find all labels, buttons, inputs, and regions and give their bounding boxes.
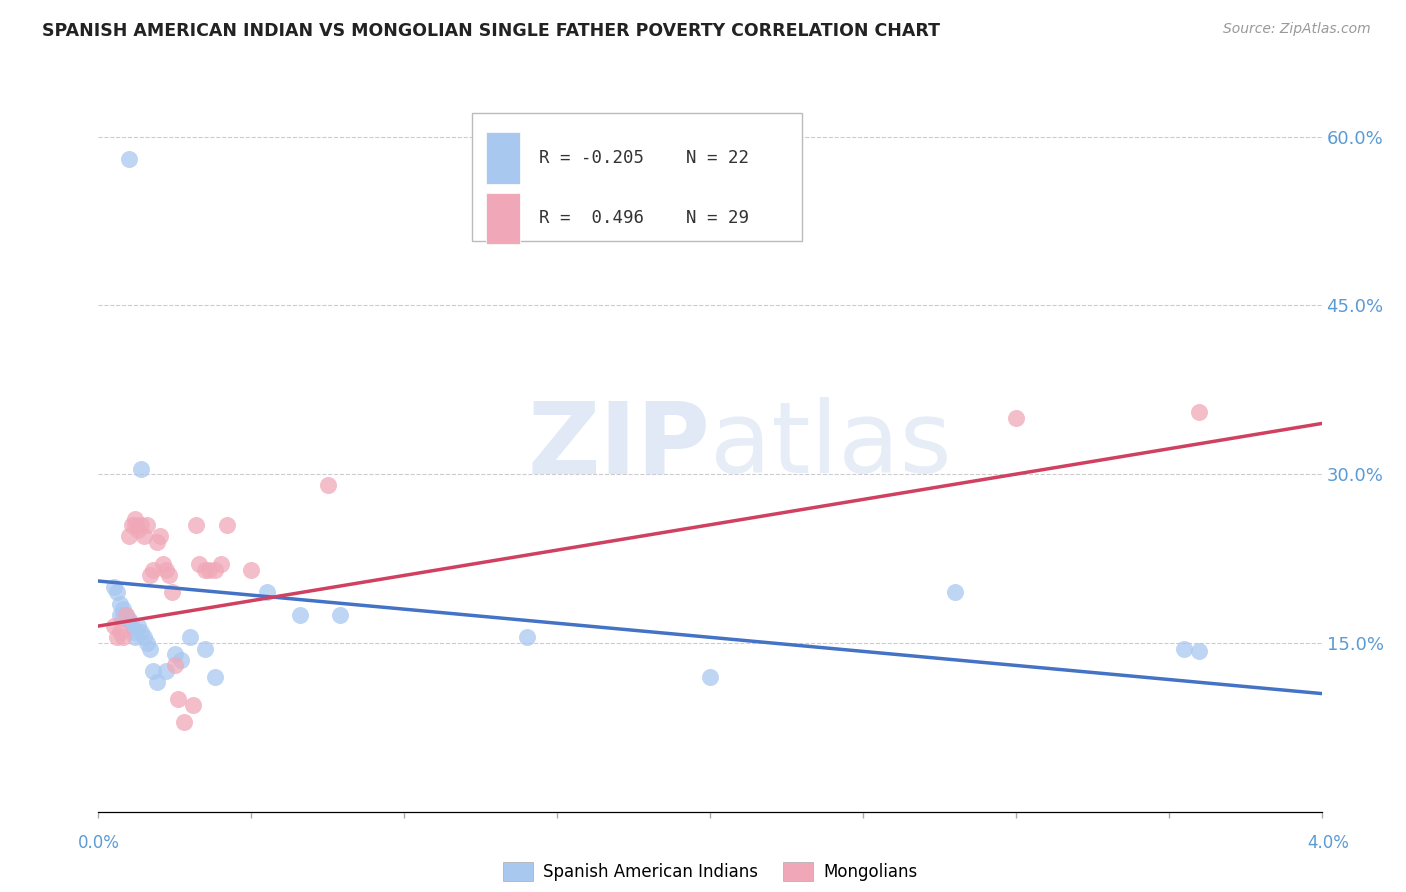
Text: atlas: atlas: [710, 398, 952, 494]
Point: [173, 714, 195, 729]
Point: [197, 563, 219, 577]
Point: [142, 664, 165, 678]
Text: ZIP: ZIP: [527, 398, 710, 494]
Point: [149, 529, 172, 543]
Point: [943, 585, 966, 599]
Point: [139, 568, 162, 582]
Point: [186, 517, 208, 532]
Point: [103, 580, 125, 594]
Point: [108, 607, 131, 622]
Point: [124, 512, 146, 526]
Point: [155, 664, 177, 678]
Point: [129, 517, 152, 532]
Point: [240, 563, 263, 577]
Point: [134, 630, 156, 644]
Point: [145, 534, 167, 549]
Bar: [486, 132, 520, 184]
Point: [157, 568, 180, 582]
Point: [129, 624, 152, 639]
Text: 4.0%: 4.0%: [1308, 834, 1350, 852]
Point: [124, 624, 146, 639]
Point: [316, 478, 339, 492]
Point: [134, 529, 156, 543]
Point: [188, 557, 211, 571]
Point: [105, 585, 128, 599]
Point: [167, 692, 190, 706]
Point: [111, 630, 134, 644]
Point: [181, 698, 204, 712]
Text: SPANISH AMERICAN INDIAN VS MONGOLIAN SINGLE FATHER POVERTY CORRELATION CHART: SPANISH AMERICAN INDIAN VS MONGOLIAN SIN…: [42, 22, 941, 40]
Point: [209, 557, 232, 571]
Text: R =  0.496    N = 29: R = 0.496 N = 29: [538, 209, 749, 227]
Point: [136, 517, 159, 532]
Point: [1188, 644, 1211, 658]
Point: [124, 517, 146, 532]
Bar: [486, 193, 520, 244]
Point: [111, 607, 134, 622]
Point: [152, 557, 174, 571]
Point: [118, 152, 141, 166]
Point: [145, 675, 167, 690]
Point: [136, 636, 159, 650]
Point: [1173, 641, 1195, 656]
Point: [194, 563, 217, 577]
Point: [142, 563, 165, 577]
Point: [121, 517, 143, 532]
Point: [118, 529, 141, 543]
Point: [121, 619, 143, 633]
Point: [139, 641, 162, 656]
Point: [108, 624, 131, 639]
Point: [290, 607, 312, 622]
Point: [163, 658, 186, 673]
Point: [699, 670, 721, 684]
Point: [256, 585, 278, 599]
Point: [103, 619, 125, 633]
Point: [329, 607, 352, 622]
Point: [170, 653, 193, 667]
Point: [127, 524, 149, 538]
Point: [129, 461, 152, 475]
Text: R = -0.205    N = 22: R = -0.205 N = 22: [538, 149, 749, 167]
Point: [124, 630, 146, 644]
Point: [204, 670, 226, 684]
Point: [111, 602, 134, 616]
Point: [118, 614, 141, 628]
Point: [160, 585, 183, 599]
Legend: Spanish American Indians, Mongolians: Spanish American Indians, Mongolians: [496, 855, 924, 888]
Text: 0.0%: 0.0%: [77, 834, 120, 852]
Point: [163, 647, 186, 661]
Point: [127, 619, 149, 633]
Point: [515, 630, 537, 644]
Point: [105, 630, 128, 644]
Point: [194, 641, 217, 656]
Point: [1004, 410, 1026, 425]
Point: [1188, 405, 1211, 419]
Point: [115, 607, 138, 622]
Point: [215, 517, 238, 532]
Point: [155, 563, 177, 577]
Point: [118, 614, 141, 628]
Point: [115, 607, 138, 622]
Bar: [471, 113, 801, 241]
Text: Source: ZipAtlas.com: Source: ZipAtlas.com: [1223, 22, 1371, 37]
Point: [204, 563, 226, 577]
Point: [179, 630, 201, 644]
Point: [108, 597, 131, 611]
